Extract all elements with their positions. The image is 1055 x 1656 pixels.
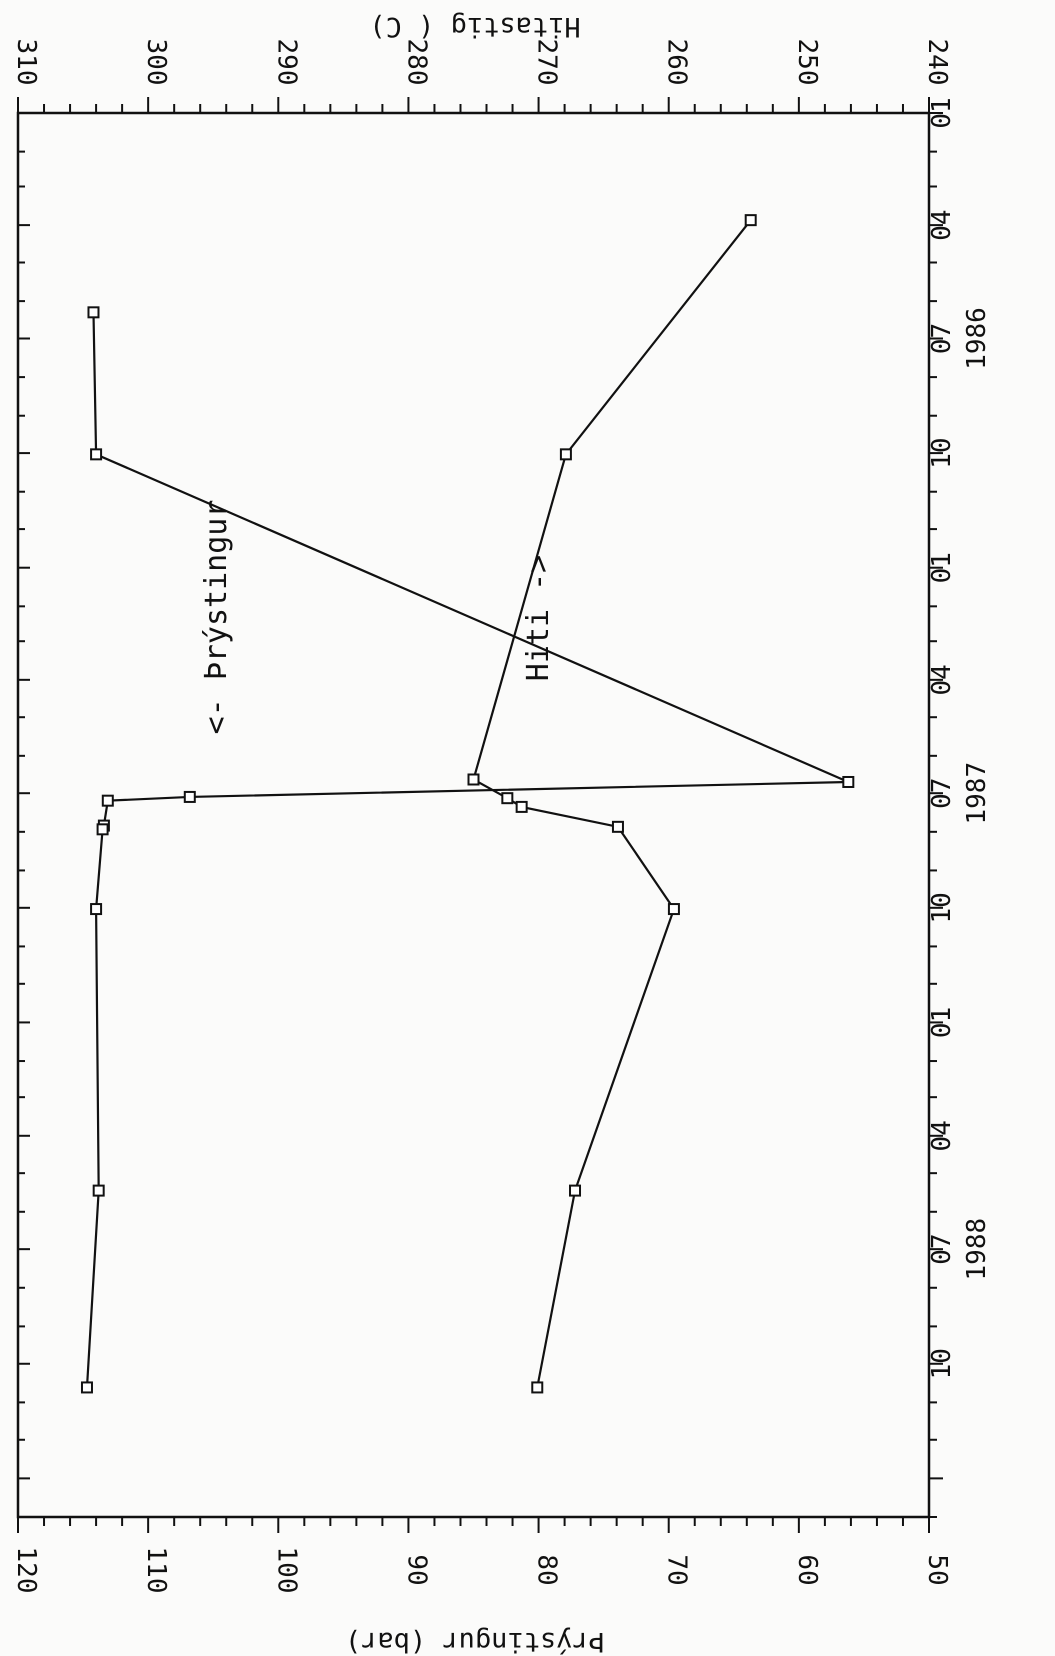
pressure-data-point xyxy=(92,1184,105,1197)
pressure-data-point xyxy=(842,775,855,788)
pressure-data-point xyxy=(90,448,103,461)
year-label: 1986 xyxy=(962,307,992,370)
temperature-tick-label: 280 xyxy=(401,39,431,86)
temperature-data-point xyxy=(467,773,480,786)
temperature-data-point xyxy=(667,903,680,916)
time-tick-label: 10 xyxy=(927,437,957,468)
pressure-data-point xyxy=(101,794,114,807)
time-tick-label: 01 xyxy=(927,97,957,128)
pressure-series-line xyxy=(85,312,849,1388)
pressure-data-point xyxy=(90,903,103,916)
temperature-tick-label: 250 xyxy=(792,39,822,86)
time-tick-label: 04 xyxy=(927,664,957,695)
temperature-data-point xyxy=(531,1381,544,1394)
pressure-data-point xyxy=(96,823,109,836)
pressure-data-point xyxy=(87,306,100,319)
temperature-data-point xyxy=(559,448,572,461)
time-tick-label: 01 xyxy=(927,552,957,583)
pressure-tick-label: 50 xyxy=(922,1554,952,1585)
plot-frame xyxy=(16,111,931,1519)
time-tick-label: 10 xyxy=(927,892,957,923)
pressure-axis-title: Þrýstingur (bar) xyxy=(345,1626,605,1656)
pressure-data-point xyxy=(183,790,196,803)
time-tick-label: 07 xyxy=(927,323,957,354)
temperature-data-point xyxy=(611,820,624,833)
pressure-tick-label: 60 xyxy=(792,1554,822,1585)
pressure-tick-label: 120 xyxy=(11,1547,41,1594)
time-tick-label: 07 xyxy=(927,778,957,809)
time-tick-label: 10 xyxy=(927,1348,957,1379)
pressure-tick-label: 90 xyxy=(401,1554,431,1585)
pressure-tick-label: 80 xyxy=(532,1554,562,1585)
pressure-annotation: <- Þrýstingur xyxy=(199,500,234,735)
time-tick-label: 04 xyxy=(927,1120,957,1151)
pressure-tick-label: 110 xyxy=(141,1547,171,1594)
pressure-data-point xyxy=(80,1381,93,1394)
temperature-data-point xyxy=(744,214,757,227)
temperature-data-point xyxy=(515,800,528,813)
temperature-tick-label: 310 xyxy=(11,39,41,86)
temperature-series-line xyxy=(472,219,752,1388)
temperature-axis-title: Hitastig ( C) xyxy=(369,11,580,42)
temperature-tick-label: 290 xyxy=(271,39,301,86)
temperature-tick-label: 260 xyxy=(662,39,692,86)
pressure-tick-label: 100 xyxy=(271,1547,301,1594)
time-tick-label: 01 xyxy=(927,1007,957,1038)
temperature-annotation: Hiti -> xyxy=(521,555,556,681)
temperature-tick-label: 270 xyxy=(532,39,562,86)
pressure-tick-label: 70 xyxy=(662,1554,692,1585)
temperature-data-point xyxy=(501,792,514,805)
time-tick-label: 04 xyxy=(927,209,957,240)
temperature-data-point xyxy=(569,1184,582,1197)
temperature-tick-label: 240 xyxy=(922,39,952,86)
year-label: 1988 xyxy=(962,1218,992,1281)
time-tick-label: 07 xyxy=(927,1233,957,1264)
year-label: 1987 xyxy=(962,762,992,825)
temperature-tick-label: 300 xyxy=(141,39,171,86)
